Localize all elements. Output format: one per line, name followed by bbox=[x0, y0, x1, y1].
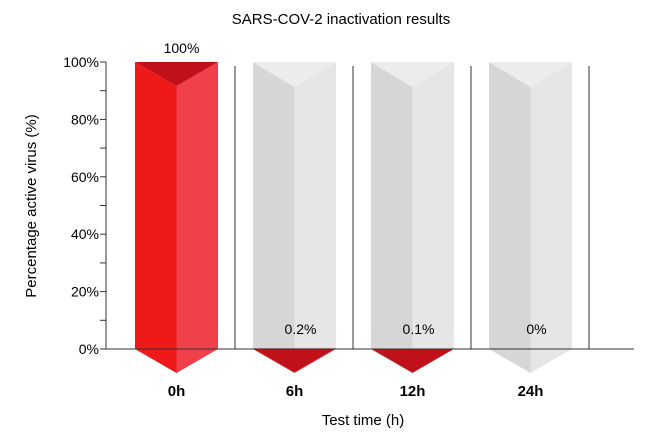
data-label: 100% bbox=[164, 40, 200, 56]
ghost-bar-top bbox=[253, 62, 336, 87]
y-tick-label: 40% bbox=[71, 226, 99, 242]
bar-right-face bbox=[412, 348, 454, 373]
y-tick-label: 20% bbox=[71, 284, 99, 300]
ghost-bar-right-face bbox=[412, 62, 454, 373]
ghost-bar-top bbox=[489, 62, 572, 87]
y-tick-label: 60% bbox=[71, 169, 99, 185]
bar-right-face bbox=[294, 348, 336, 373]
data-label: 0% bbox=[526, 321, 546, 337]
data-label: 0.1% bbox=[403, 321, 435, 337]
x-tick-label: 12h bbox=[400, 383, 426, 400]
bar-right-face bbox=[176, 62, 218, 373]
ghost-bar-right-face bbox=[530, 62, 572, 373]
ghost-bar-right-face bbox=[294, 62, 336, 373]
ghost-bar-left-face bbox=[371, 62, 413, 373]
bar-top bbox=[253, 348, 336, 373]
y-tick-label: 80% bbox=[71, 111, 99, 127]
data-label: 0.2% bbox=[285, 321, 317, 337]
bar-left-face bbox=[135, 62, 177, 373]
chart-title: SARS-COV-2 inactivation results bbox=[232, 11, 450, 28]
x-tick-label: 0h bbox=[168, 383, 186, 400]
ghost-bar-left-face bbox=[489, 62, 531, 373]
labels: 0h 100% 6h 0.2% 12h 0.1% 24h 0% 0% 20% 40% 60% 80% 10… bbox=[63, 40, 546, 400]
y-tick-label: 0% bbox=[79, 341, 99, 357]
bar-left-face bbox=[371, 348, 413, 373]
y-tick-label: 100% bbox=[63, 54, 99, 70]
ghost-bar-left-face bbox=[253, 62, 295, 373]
bar-top bbox=[371, 348, 454, 373]
x-tick-label: 6h bbox=[286, 383, 304, 400]
bar-top bbox=[135, 62, 218, 86]
ghost-bar-top bbox=[371, 62, 454, 87]
x-tick-label: 24h bbox=[518, 383, 544, 400]
bars bbox=[135, 62, 454, 373]
y-axis-label: Percentage active virus (%) bbox=[23, 114, 40, 297]
x-axis-label: Test time (h) bbox=[322, 412, 405, 429]
bar-left-face bbox=[253, 348, 295, 373]
axes bbox=[100, 61, 634, 350]
